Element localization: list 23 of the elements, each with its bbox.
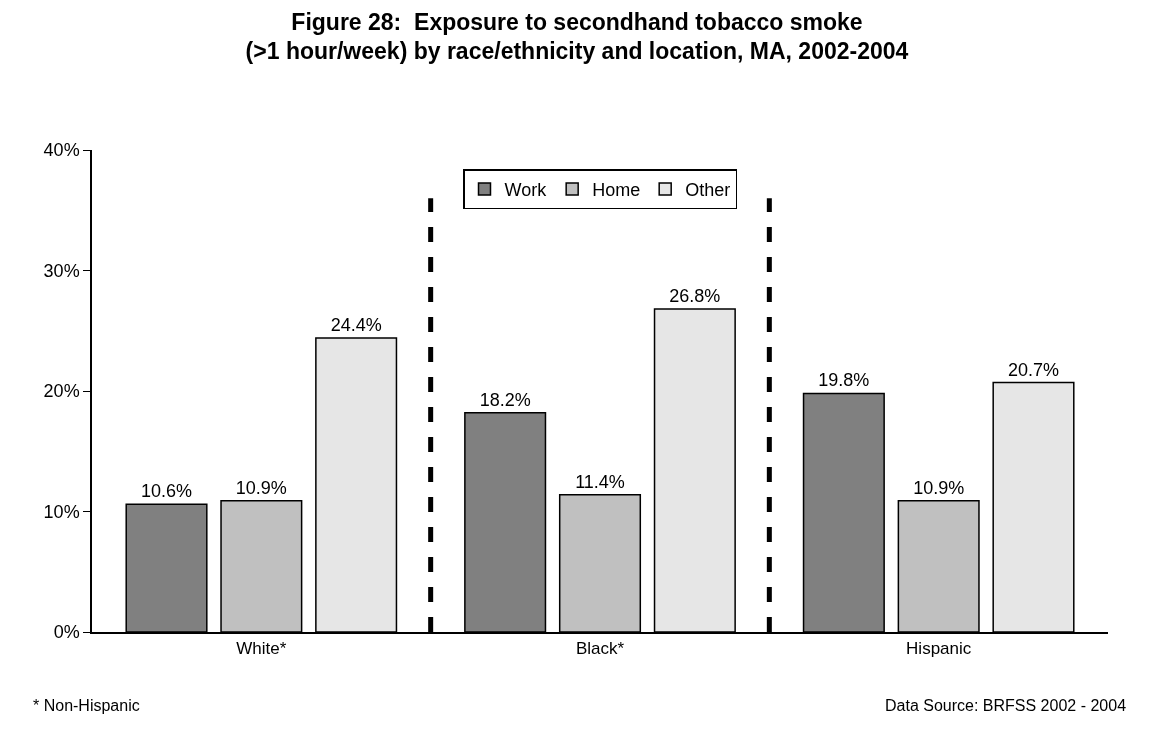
y-tick-label: 30% (43, 260, 80, 281)
y-tick-label: 20% (43, 381, 80, 402)
data-label: 10.6% (140, 481, 193, 502)
legend-label: Home (592, 180, 641, 200)
y-tick-label: 40% (43, 140, 80, 161)
chart-title: Figure 28: Exposure to secondhand tobacco smoke (>1 hour/week) by race/ethnicity and location, MA, 2002-2004 (245, 8, 909, 65)
data-label: 19.8% (818, 370, 870, 391)
data-label: 20.7% (1007, 359, 1060, 380)
data-label: 10.9% (235, 477, 287, 498)
y-tick-label: 0% (53, 622, 80, 643)
y-tick-label: 10% (43, 501, 80, 522)
x-tick-label: Hispanic (906, 639, 972, 659)
x-tick-label: Black* (575, 639, 625, 659)
data-label: 10.9% (913, 477, 965, 498)
text: * Non-Hispanic (33, 697, 140, 714)
data-label: 11.4% (575, 471, 625, 492)
legend-label: Work (504, 180, 548, 200)
data-label: 26.8% (669, 286, 721, 307)
legend-label: Other (685, 180, 731, 200)
source-note: Data Source: BRFSS 2002 - 2004 (885, 697, 1127, 714)
x-tick-label: White* (236, 639, 287, 659)
data-label: 18.2% (479, 389, 531, 410)
data-label: 24.4% (330, 314, 382, 335)
